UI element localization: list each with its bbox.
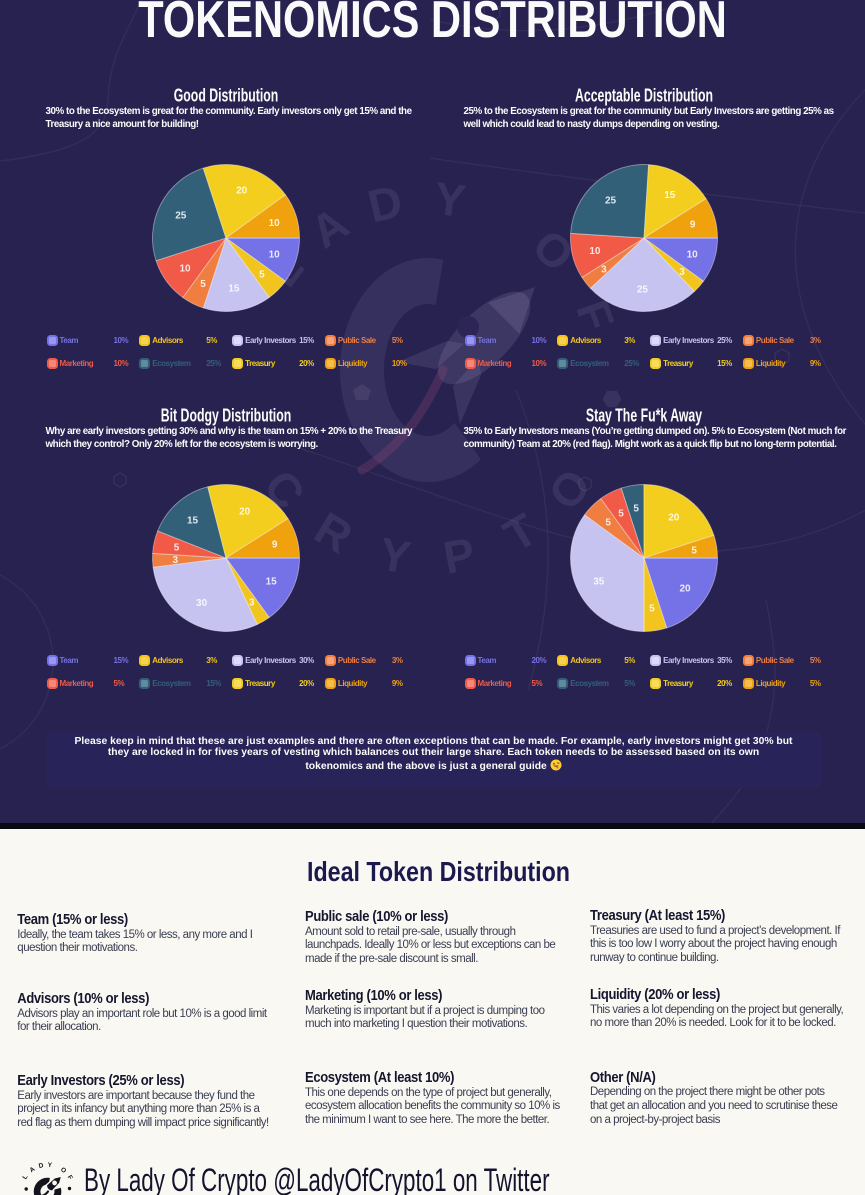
svg-text:20: 20 bbox=[239, 506, 251, 517]
svg-text:25: 25 bbox=[604, 195, 616, 206]
svg-text:3: 3 bbox=[172, 555, 178, 566]
svg-text:20: 20 bbox=[679, 583, 691, 594]
svg-text:3: 3 bbox=[601, 264, 607, 275]
svg-text:15: 15 bbox=[228, 283, 240, 294]
svg-text:5: 5 bbox=[618, 508, 624, 519]
svg-text:35: 35 bbox=[593, 576, 605, 587]
svg-text:Y: Y bbox=[375, 527, 414, 584]
svg-text:5: 5 bbox=[259, 269, 265, 280]
svg-text:P: P bbox=[439, 527, 478, 584]
svg-text:O: O bbox=[59, 1166, 67, 1175]
svg-text:3: 3 bbox=[679, 267, 685, 278]
svg-text:25: 25 bbox=[636, 284, 648, 295]
svg-text:Y: Y bbox=[47, 1162, 53, 1169]
svg-text:5: 5 bbox=[200, 278, 206, 289]
svg-text:5: 5 bbox=[633, 503, 639, 514]
svg-text:30: 30 bbox=[196, 598, 208, 609]
svg-text:15: 15 bbox=[664, 189, 676, 200]
svg-text:25: 25 bbox=[175, 210, 187, 221]
svg-text:9: 9 bbox=[689, 219, 695, 230]
svg-text:10: 10 bbox=[686, 249, 698, 260]
svg-text:9: 9 bbox=[271, 539, 277, 550]
svg-text:D: D bbox=[363, 174, 407, 232]
svg-text:T: T bbox=[495, 503, 546, 562]
svg-text:F: F bbox=[66, 1174, 74, 1181]
svg-text:5: 5 bbox=[691, 545, 697, 556]
svg-text:10: 10 bbox=[268, 249, 280, 260]
svg-text:L: L bbox=[22, 1174, 30, 1181]
svg-text:A: A bbox=[29, 1166, 37, 1175]
svg-text:5: 5 bbox=[173, 542, 179, 553]
svg-text:D: D bbox=[38, 1162, 45, 1170]
svg-text:R: R bbox=[306, 502, 361, 564]
svg-text:15: 15 bbox=[265, 576, 277, 587]
svg-text:3: 3 bbox=[249, 597, 255, 608]
svg-text:20: 20 bbox=[668, 512, 680, 523]
svg-text:5: 5 bbox=[649, 603, 655, 614]
svg-text:10: 10 bbox=[179, 263, 191, 274]
svg-text:Y: Y bbox=[432, 172, 469, 227]
svg-text:5: 5 bbox=[605, 517, 611, 528]
svg-text:15: 15 bbox=[186, 515, 198, 526]
svg-text:20: 20 bbox=[236, 185, 248, 196]
svg-text:10: 10 bbox=[268, 217, 280, 228]
svg-text:10: 10 bbox=[589, 246, 601, 257]
